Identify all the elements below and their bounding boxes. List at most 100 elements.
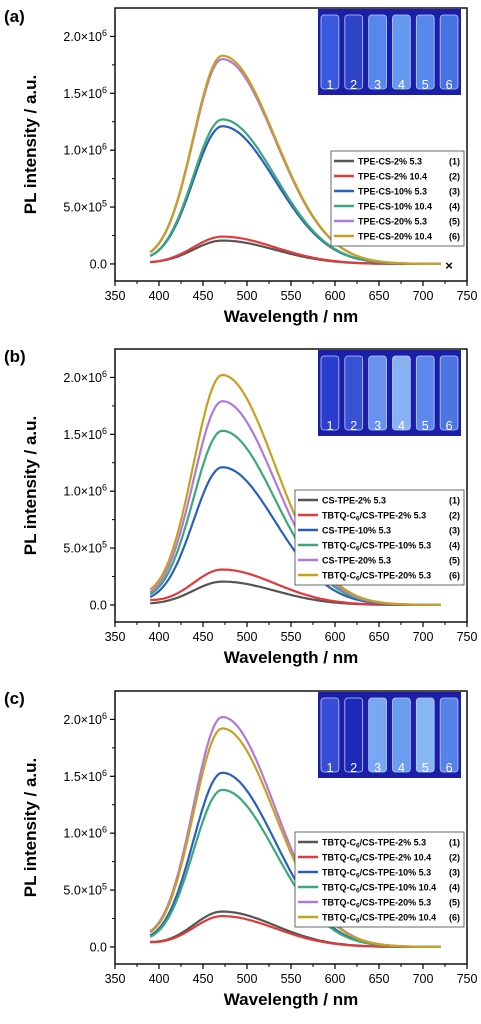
inset-photo: 1 2 3 4 5 6 xyxy=(318,692,461,778)
x-axis-title: Wavelength / nm xyxy=(224,990,358,1009)
legend-entry: TBTQ-C6/CS-TPE-2% 5.3 xyxy=(322,511,426,523)
chart-panel-3: (c) 350 400 450 500 550 600 650 700 750 0.0 5.0×105… xyxy=(4,689,477,1009)
y-tick-label: 1.0×106 xyxy=(63,142,107,158)
y-tick-label: 0.0 xyxy=(90,940,107,954)
x-axis-title: Wavelength / nm xyxy=(224,307,358,326)
cuvette-label: 5 xyxy=(422,78,429,92)
cuvette xyxy=(415,697,435,773)
legend-entry: TBTQ-C6/CS-TPE-2% 10.4 xyxy=(322,853,431,865)
legend-entry: TBTQ-C6/CS-TPE-20% 10.4 xyxy=(322,913,436,925)
inset-background xyxy=(318,9,461,95)
chart-panel-1: (a) 350 400 450 500 550 600 650 700 750 0.0 5.0×105… xyxy=(4,7,477,326)
x-tick-label: 600 xyxy=(325,289,346,303)
cuvette-label: 1 xyxy=(326,419,333,433)
y-tick-label: 2.0×106 xyxy=(63,711,107,727)
panel-label: (c) xyxy=(4,689,25,708)
annotation-mark: × xyxy=(445,258,453,273)
legend-frame xyxy=(294,489,465,586)
legend-index: (2) xyxy=(449,853,460,863)
legend-index: (6) xyxy=(449,571,460,581)
legend-entry: CS-TPE-20% 5.3 xyxy=(322,556,391,566)
inset-background xyxy=(318,692,461,778)
cuvette xyxy=(320,14,340,90)
x-tick-label: 400 xyxy=(149,289,170,303)
cuvette xyxy=(392,355,411,431)
cuvette-label: 4 xyxy=(398,78,405,92)
x-tick-label: 450 xyxy=(193,630,214,644)
cuvette-label: 6 xyxy=(446,419,453,433)
series-group xyxy=(149,54,441,265)
legend-entry: TBTQ-C6/CS-TPE-2% 5.3 xyxy=(322,838,426,850)
legend-entry: CS-TPE-2% 5.3 xyxy=(322,496,386,506)
x-tick-label: 550 xyxy=(281,630,302,644)
x-tick-label: 600 xyxy=(325,972,346,986)
y-axis-title: PL intensity / a.u. xyxy=(21,75,40,215)
series-line-6 xyxy=(149,54,441,265)
y-tick-label: 2.0×106 xyxy=(63,28,107,44)
y-tick-label: 1.0×106 xyxy=(63,483,107,499)
legend-index: (3) xyxy=(449,187,460,197)
legend-index: (3) xyxy=(449,868,460,878)
legend-entry: TPE-CS-10% 10.4 xyxy=(358,202,432,212)
cuvette xyxy=(344,355,364,431)
x-tick-label: 550 xyxy=(281,289,302,303)
x-tick-label: 500 xyxy=(237,289,258,303)
cuvette-label: 6 xyxy=(446,761,453,775)
cuvette xyxy=(392,697,411,773)
x-tick-label: 450 xyxy=(193,289,214,303)
y-tick-label: 1.5×106 xyxy=(63,426,107,442)
legend-entry: TPE-CS-10% 5.3 xyxy=(358,187,427,197)
x-tick-label: 350 xyxy=(105,289,126,303)
panel-label: (a) xyxy=(4,7,25,26)
cuvette-label: 4 xyxy=(398,419,405,433)
cuvette xyxy=(368,355,387,431)
legend-index: (1) xyxy=(449,157,460,167)
x-tick-label: 750 xyxy=(457,630,478,644)
legend-entry: TPE-CS-2% 5.3 xyxy=(358,157,422,167)
legend-index: (5) xyxy=(449,898,460,908)
x-tick-label: 400 xyxy=(149,630,170,644)
y-axis-title: PL intensity / a.u. xyxy=(21,416,40,556)
legend-index: (2) xyxy=(449,172,460,182)
cuvette-label: 3 xyxy=(374,78,381,92)
legend-index: (6) xyxy=(449,913,460,923)
legend-index: (1) xyxy=(449,496,460,506)
legend-entry: CS-TPE-10% 5.3 xyxy=(322,526,391,536)
legend: CS-TPE-2% 5.3 (1) TBTQ-C6/CS-TPE-2% 5.3 (2)… xyxy=(294,489,465,586)
x-tick-label: 400 xyxy=(149,972,170,986)
legend-index: (1) xyxy=(449,838,460,848)
x-tick-label: 650 xyxy=(369,972,390,986)
legend-frame xyxy=(294,831,465,928)
cuvette xyxy=(439,355,459,431)
legend-entry: TPE-CS-20% 10.4 xyxy=(358,232,432,242)
x-tick-label: 500 xyxy=(237,972,258,986)
inset-background xyxy=(318,350,461,436)
cuvette-label: 4 xyxy=(398,761,405,775)
x-tick-label: 700 xyxy=(413,289,434,303)
cuvette xyxy=(439,697,459,773)
x-tick-label: 600 xyxy=(325,630,346,644)
legend-entry: TPE-CS-20% 5.3 xyxy=(358,217,427,227)
x-tick-label: 750 xyxy=(457,972,478,986)
legend-index: (3) xyxy=(449,526,460,536)
y-axis-title: PL intensity / a.u. xyxy=(21,758,40,898)
legend-index: (4) xyxy=(449,541,460,551)
x-tick-label: 650 xyxy=(369,630,390,644)
legend-entry: TBTQ-C6/CS-TPE-10% 5.3 xyxy=(322,541,431,553)
y-tick-label: 5.0×105 xyxy=(63,540,107,556)
cuvette xyxy=(415,355,435,431)
x-tick-label: 700 xyxy=(413,630,434,644)
cuvette xyxy=(320,355,340,431)
cuvette xyxy=(392,14,411,90)
x-tick-label: 750 xyxy=(457,289,478,303)
y-tick-label: 0.0 xyxy=(90,257,107,271)
y-tick-label: 1.0×106 xyxy=(63,825,107,841)
legend-index: (5) xyxy=(449,217,460,227)
x-tick-label: 650 xyxy=(369,289,390,303)
legend: TPE-CS-2% 5.3 (1) TPE-CS-2% 10.4 (2) TPE-CS-… xyxy=(330,150,465,247)
cuvette-label: 5 xyxy=(422,761,429,775)
panel-label: (b) xyxy=(4,347,26,366)
y-tick-label: 1.5×106 xyxy=(63,768,107,784)
y-tick-label: 2.0×106 xyxy=(63,369,107,385)
